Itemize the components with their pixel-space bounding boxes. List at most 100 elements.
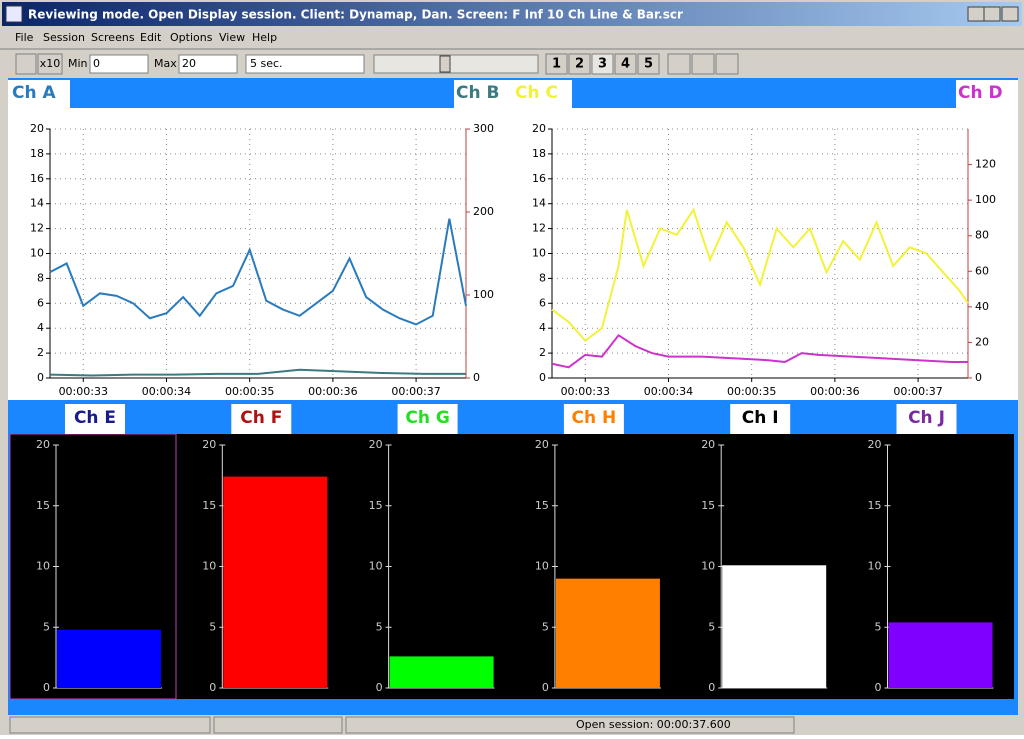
y-tick-label: 6: [37, 296, 44, 309]
bar: [555, 578, 660, 688]
scroll-thumb[interactable]: [439, 55, 451, 73]
series-line: [551, 207, 969, 343]
tool-button[interactable]: [15, 53, 37, 75]
y2-tick-label: 80: [975, 229, 989, 242]
y-tick-label: 5: [376, 620, 383, 633]
y-tick-label: 4: [37, 321, 44, 334]
screen-label: 2: [575, 57, 584, 72]
y-tick-label: 20: [202, 438, 216, 451]
y-tick-label: 10: [535, 560, 549, 573]
channel-label: Ch E: [74, 408, 116, 428]
screen-button[interactable]: [568, 53, 591, 75]
y2-tick-label: 20: [975, 335, 989, 348]
menu-item[interactable]: Edit: [140, 31, 162, 44]
y-tick-label: 20: [36, 438, 50, 451]
y-tick-label: 0: [209, 681, 216, 694]
y-tick-label: 8: [539, 271, 546, 284]
series-label: Ch A: [12, 83, 56, 103]
y-tick-label: 0: [37, 371, 44, 384]
y-tick-label: 10: [36, 560, 50, 573]
y-tick-label: 16: [532, 172, 546, 185]
y-tick-label: 0: [539, 371, 546, 384]
y-tick-label: 10: [701, 560, 715, 573]
menu-item[interactable]: Screens: [91, 31, 135, 44]
y-tick-label: 0: [43, 681, 50, 694]
y-tick-label: 20: [369, 438, 383, 451]
y-tick-label: 15: [868, 499, 882, 512]
interval-select[interactable]: [245, 54, 365, 74]
undo-button[interactable]: [715, 53, 739, 75]
print-button[interactable]: [667, 53, 691, 75]
channel-label: Ch J: [908, 408, 945, 428]
y-tick-label: 10: [532, 247, 546, 260]
x-tick-label: 00:00:33: [59, 385, 108, 398]
y-tick-label: 5: [542, 620, 549, 633]
screen-label: 1: [552, 57, 561, 72]
bar: [722, 565, 827, 688]
close-button[interactable]: [1001, 6, 1019, 22]
y2-tick-label: 60: [975, 264, 989, 277]
maximize-button[interactable]: [983, 6, 1001, 22]
series-line: [551, 333, 968, 369]
min-input[interactable]: [89, 54, 149, 74]
y-tick-label: 16: [30, 172, 44, 185]
y-tick-label: 10: [369, 560, 383, 573]
y-tick-label: 15: [535, 499, 549, 512]
channel-label: Ch H: [572, 408, 617, 428]
y2-tick-label: 0: [473, 371, 480, 384]
min-value: 0: [93, 57, 100, 70]
y-tick-label: 0: [708, 681, 715, 694]
y-tick-label: 6: [539, 296, 546, 309]
title-bar: [2, 2, 1022, 26]
screen-label: 5: [644, 57, 653, 72]
table-button[interactable]: [691, 53, 715, 75]
y-tick-label: 20: [701, 438, 715, 451]
series-label: Ch C: [515, 83, 558, 103]
y2-tick-label: 40: [975, 300, 989, 313]
y-tick-label: 8: [37, 271, 44, 284]
zoom-button[interactable]: [37, 53, 63, 75]
screen-button[interactable]: [637, 53, 660, 75]
y2-tick-label: 120: [975, 158, 996, 171]
series-line: [49, 218, 467, 326]
interval-value: 5 sec.: [250, 57, 283, 70]
y2-tick-label: 200: [473, 205, 494, 218]
y-tick-label: 4: [539, 321, 546, 334]
y-tick-label: 12: [30, 222, 44, 235]
y-tick-label: 15: [369, 499, 383, 512]
y-tick-label: 0: [376, 681, 383, 694]
y-tick-label: 0: [875, 681, 882, 694]
channel-label-box: [563, 404, 624, 434]
y-tick-label: 20: [532, 122, 546, 135]
menu-item[interactable]: Session: [43, 31, 85, 44]
minimize-button[interactable]: [967, 6, 985, 22]
y-tick-label: 12: [532, 222, 546, 235]
time-scrollbar[interactable]: [373, 54, 539, 74]
channel-label-box: [231, 404, 292, 434]
y-tick-label: 15: [202, 499, 216, 512]
y-tick-label: 20: [535, 438, 549, 451]
menu-item[interactable]: Help: [252, 31, 277, 44]
series-label: Ch B: [456, 83, 499, 103]
channel-label: Ch G: [405, 408, 449, 428]
menu-item[interactable]: View: [219, 31, 245, 44]
screen-button[interactable]: [545, 53, 568, 75]
min-label: Min: [68, 57, 88, 70]
y-tick-label: 2: [539, 346, 546, 359]
y-tick-label: 20: [868, 438, 882, 451]
line-panel: [8, 80, 1018, 400]
menu-item[interactable]: Options: [170, 31, 213, 44]
max-input[interactable]: [178, 54, 238, 74]
x-tick-label: 00:00:33: [561, 385, 610, 398]
y2-tick-label: 300: [473, 122, 494, 135]
x-tick-label: 00:00:34: [142, 385, 191, 398]
header-band: [70, 80, 454, 108]
channel-label-box: [65, 404, 125, 434]
screen-button[interactable]: [614, 53, 637, 75]
screen-button[interactable]: [591, 53, 614, 75]
bar: [223, 476, 328, 688]
x-tick-label: 00:00:35: [225, 385, 274, 398]
channel-label-box: [397, 404, 458, 434]
menu-item[interactable]: File: [15, 31, 34, 44]
